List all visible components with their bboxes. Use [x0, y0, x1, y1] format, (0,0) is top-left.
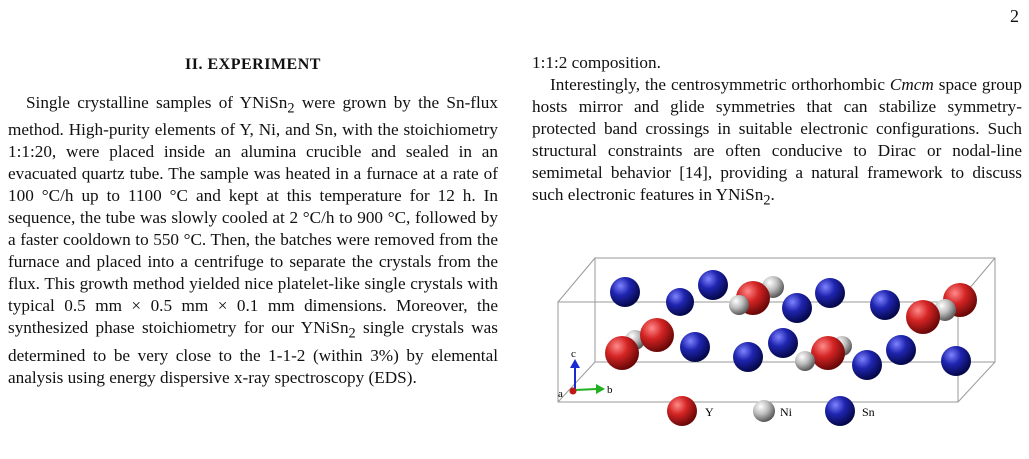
sn-atom [870, 290, 900, 320]
sn-atom [610, 277, 640, 307]
subscript: 2 [763, 192, 771, 209]
axis-label-a: a [558, 388, 563, 400]
experiment-paragraph: Single crystalline samples of YNiSn2 wer… [8, 92, 498, 389]
y-atom [811, 336, 845, 370]
legend-sn-swatch [825, 396, 855, 426]
symmetry-paragraph: Interestingly, the centrosymmetric ortho… [532, 74, 1022, 211]
text-run: single crystals was determined to be ver… [8, 318, 498, 387]
sn-atom [680, 332, 710, 362]
y-atom [605, 336, 639, 370]
axis-label-c: c [571, 348, 576, 360]
text-run: were grown by the Sn-flux method. High-p… [8, 93, 498, 338]
text-run: Single crystalline samples of YNiSn [26, 93, 288, 112]
legend-y-label: Y [705, 405, 714, 419]
ni-atom [795, 351, 815, 371]
ni-atom [729, 295, 749, 315]
axis-label-b: b [607, 384, 613, 396]
sn-atom [782, 293, 812, 323]
space-group: Cmcm [889, 75, 934, 94]
crystal-structure-figure: c b a Y Ni Sn [555, 255, 1025, 430]
page-number: 2 [1010, 6, 1019, 26]
sn-atom [886, 335, 916, 365]
sn-atom [698, 270, 728, 300]
legend-ni-swatch [753, 400, 775, 422]
legend-y-swatch [667, 396, 697, 426]
text-run: . [770, 185, 775, 204]
atoms [605, 270, 977, 380]
sn-atom [852, 350, 882, 380]
right-column: 1:1:2 composition. Interestingly, the ce… [532, 52, 1022, 211]
legend-ni-label: Ni [780, 405, 793, 419]
y-atom [906, 300, 940, 334]
legend-sn-label: Sn [862, 405, 875, 419]
axes-indicator: c b a [558, 348, 613, 400]
text-run: Interestingly, the centrosymmetric ortho… [550, 75, 890, 94]
sn-atom [733, 342, 763, 372]
sn-atom [815, 278, 845, 308]
subscript: 2 [348, 325, 356, 342]
legend: Y Ni Sn [667, 396, 875, 426]
subscript: 2 [287, 100, 295, 117]
sn-atom [941, 346, 971, 376]
left-column: II. EXPERIMENT Single crystalline sample… [8, 52, 498, 389]
crystal-structure-svg: c b a Y Ni Sn [557, 257, 996, 426]
section-heading: II. EXPERIMENT [185, 56, 321, 73]
text-run: space group hosts mirror and glide symme… [532, 75, 1022, 204]
sn-atom [666, 288, 694, 316]
continuation-line: 1:1:2 composition. [532, 53, 661, 72]
y-atom [640, 318, 674, 352]
sn-atom [768, 328, 798, 358]
